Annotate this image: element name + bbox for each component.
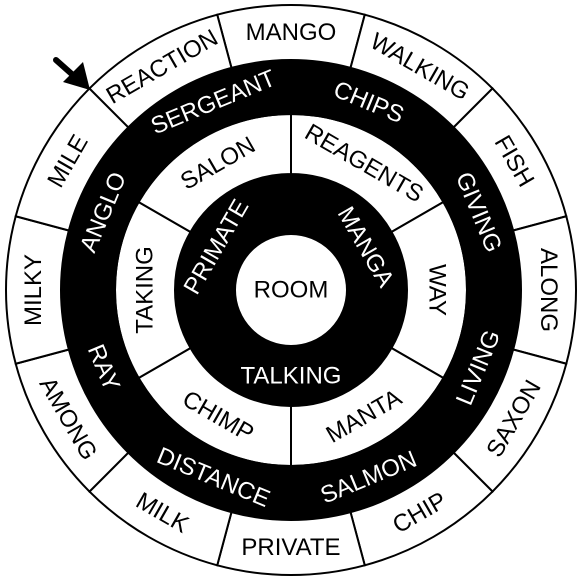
ring4-segment [88, 13, 233, 129]
start-arrow-icon [53, 57, 90, 90]
ring2-word: TAKING [132, 246, 159, 334]
ring4-word: ALONG [535, 248, 562, 332]
ring4-word: PRIVATE [241, 534, 340, 561]
ring4-word: MANGO [246, 19, 337, 46]
center-word: ROOM [254, 277, 329, 304]
ring4-word: MILKY [20, 254, 47, 326]
ring1-word: TALKING [241, 363, 342, 390]
ring-segments [5, 4, 577, 576]
ring2-word: WAY [424, 264, 451, 316]
center-hub [234, 233, 348, 347]
